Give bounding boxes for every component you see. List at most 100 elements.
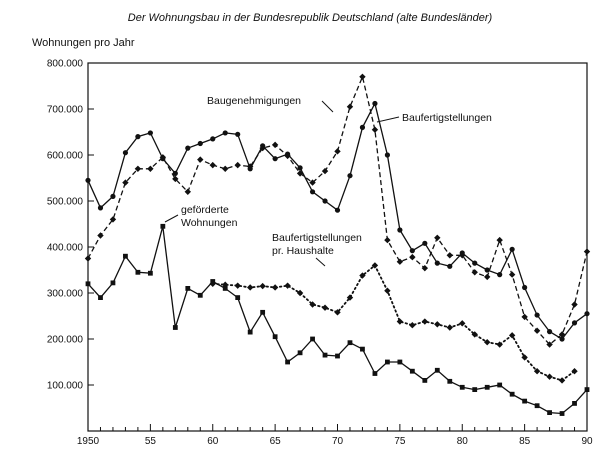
- data-point: [234, 161, 241, 169]
- y-tick-label: 300.000: [47, 289, 84, 300]
- data-point: [346, 103, 354, 110]
- data-point: [309, 189, 316, 195]
- data-point: [409, 253, 416, 261]
- data-point: [209, 161, 216, 169]
- data-point: [97, 205, 104, 211]
- data-point: [222, 165, 229, 172]
- data-point: [222, 130, 228, 136]
- y-tick-label: 200.000: [47, 335, 84, 346]
- data-point: [571, 320, 578, 326]
- x-tick-label: 60: [207, 436, 219, 447]
- data-point: [421, 318, 429, 325]
- data-point: [521, 354, 528, 361]
- data-point: [285, 151, 291, 157]
- series-layer: [84, 73, 591, 416]
- x-tick-label: 1950: [77, 436, 100, 447]
- data-point: [459, 250, 465, 256]
- data-point: [147, 165, 154, 172]
- data-point: [522, 398, 528, 404]
- data-point: [422, 378, 428, 383]
- data-point: [385, 359, 390, 365]
- data-point: [434, 234, 441, 241]
- data-point: [321, 167, 329, 175]
- annotation-baugenehmigungen-label: Baugenehmigungen: [207, 95, 301, 107]
- data-point: [347, 340, 353, 346]
- data-point: [209, 280, 216, 287]
- annotation-baufertigstellungen-leader: [376, 116, 400, 123]
- data-point: [559, 411, 565, 416]
- data-point: [396, 258, 404, 265]
- data-point: [335, 353, 340, 359]
- data-point: [397, 227, 403, 233]
- series-line: [211, 263, 576, 382]
- y-tick-label: 800.000: [47, 59, 84, 70]
- data-point: [571, 368, 578, 375]
- data-point: [123, 253, 128, 259]
- data-point: [472, 387, 478, 392]
- data-point: [322, 352, 328, 358]
- x-tick-label: 80: [457, 436, 469, 447]
- data-point: [160, 223, 166, 229]
- data-point: [547, 410, 552, 415]
- data-point: [558, 331, 566, 338]
- data-point: [496, 341, 503, 348]
- y-tick-label: 100.000: [47, 381, 84, 392]
- y-tick-label: 600.000: [47, 151, 84, 162]
- data-point: [508, 332, 516, 339]
- x-tick-label: 55: [145, 436, 157, 447]
- chart-title: Der Wohnungsbau in der Bundesrepublik De…: [128, 12, 493, 24]
- data-point: [172, 175, 179, 183]
- data-point: [508, 271, 516, 278]
- data-point: [110, 280, 116, 286]
- data-point: [558, 377, 566, 384]
- data-point: [172, 170, 178, 176]
- data-point: [583, 248, 591, 255]
- data-point: [447, 378, 453, 384]
- data-point: [371, 126, 379, 133]
- series-line: [87, 226, 588, 415]
- data-point: [421, 264, 429, 272]
- data-point: [297, 165, 303, 171]
- annotation-baufertigstellungen: Baufertigstellungen: [376, 112, 492, 124]
- data-point: [197, 140, 203, 147]
- data-point: [272, 156, 278, 162]
- data-point: [497, 272, 503, 278]
- x-tick-label: 75: [394, 436, 406, 447]
- data-point: [347, 173, 353, 179]
- data-point: [434, 367, 440, 373]
- data-point: [321, 304, 329, 311]
- annotation-gefoerderte-leader: [164, 214, 179, 223]
- x-tick-label: 70: [332, 436, 344, 447]
- data-point: [260, 309, 266, 315]
- data-point: [184, 188, 191, 195]
- data-point: [297, 350, 303, 356]
- data-point: [147, 130, 153, 136]
- data-point: [584, 387, 590, 392]
- data-point: [372, 371, 378, 376]
- data-point: [260, 143, 266, 149]
- data-point: [422, 240, 428, 246]
- series-geforderte-wohnungen: [85, 223, 590, 416]
- data-point: [296, 289, 304, 297]
- annotation-gefoerderte-wohnungen-label: geförderte Wohnungen: [181, 204, 238, 229]
- data-point: [533, 368, 541, 375]
- data-point: [384, 152, 390, 158]
- data-point: [497, 382, 503, 388]
- annotation-baugenehmigungen: Baugenehmigungen: [207, 95, 334, 113]
- annotation-baufertigstellungen-haushalte: Baufertigstellungen pr. Haushalte: [272, 232, 362, 267]
- data-point: [334, 207, 341, 213]
- data-point: [210, 136, 216, 142]
- data-point: [409, 248, 415, 254]
- data-point: [484, 267, 490, 273]
- data-point: [284, 282, 291, 289]
- data-point: [185, 145, 191, 151]
- y-axis: 100.000 200.000 300.000 400.000 500.000 600.0…: [47, 59, 94, 392]
- data-point: [134, 165, 142, 172]
- data-point: [534, 312, 540, 318]
- data-point: [484, 339, 491, 346]
- data-point: [272, 334, 278, 340]
- data-point: [334, 148, 341, 155]
- data-point: [135, 269, 141, 275]
- data-point: [235, 295, 241, 300]
- data-point: [85, 177, 91, 183]
